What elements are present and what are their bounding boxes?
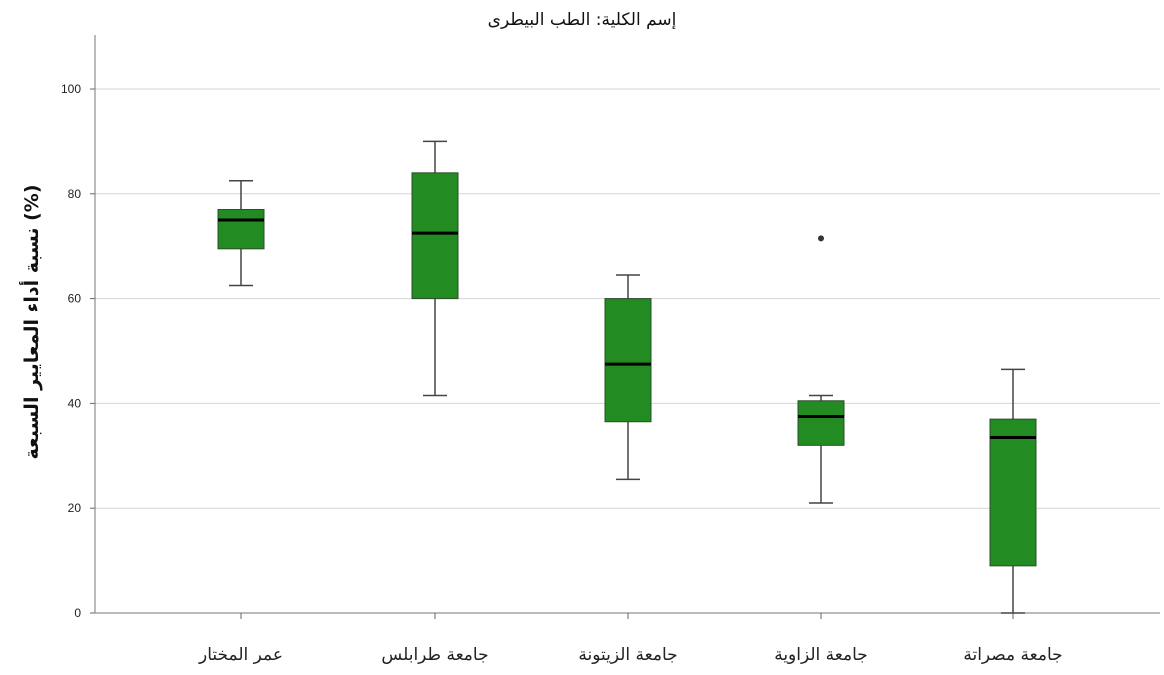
box-2: [411, 140, 459, 397]
x-category-label: جامعة الزيتونة: [578, 645, 677, 665]
iqr-box: [989, 418, 1037, 567]
iqr-box: [604, 298, 652, 423]
y-tick-label: 100: [61, 82, 81, 96]
box-5: [989, 368, 1037, 614]
iqr-box: [797, 400, 845, 446]
axes: 0 20 40 60 80 100: [61, 35, 1160, 620]
x-category-label: عمر المختار: [198, 645, 283, 665]
x-category-label: جامعة الزاوية: [774, 645, 868, 665]
box-1: [217, 179, 265, 287]
y-axis-label: نسبة أداء المعايير السبعة (%): [19, 184, 43, 459]
y-tick-label: 60: [68, 292, 82, 306]
y-tick-label: 20: [68, 501, 82, 515]
chart-title: إسم الكلية: الطب البيطرى: [488, 10, 677, 30]
y-tick-label: 0: [74, 606, 81, 620]
boxes: [217, 140, 1037, 614]
box-4: [797, 235, 845, 504]
iqr-box: [217, 209, 265, 250]
y-tick-label: 80: [68, 187, 82, 201]
y-tick-label: 40: [68, 396, 82, 410]
x-category-label: جامعة طرابلس: [381, 645, 488, 665]
x-category-label: جامعة مصراتة: [963, 645, 1062, 665]
outlier-point: [818, 235, 824, 242]
category-labels: عمر المختار جامعة طرابلس جامعة الزيتونة جام…: [198, 645, 1063, 665]
box-3: [604, 274, 652, 481]
iqr-box: [411, 172, 459, 300]
